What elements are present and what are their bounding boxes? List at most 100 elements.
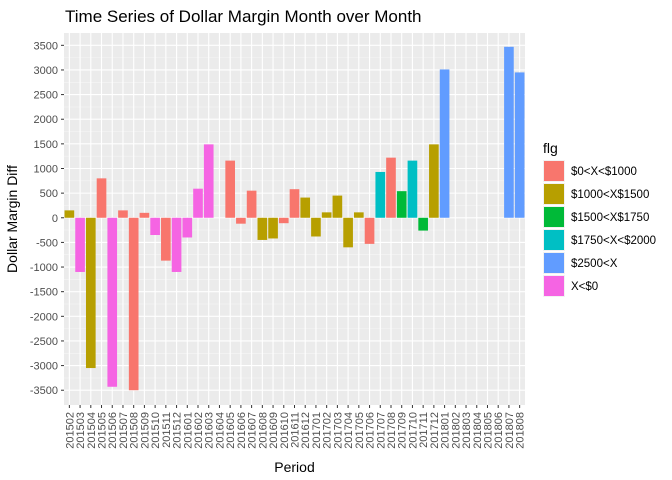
y-tick-label: -1500 bbox=[30, 287, 58, 299]
bar bbox=[246, 190, 257, 218]
legend-swatch bbox=[544, 207, 564, 227]
y-tick-label: -1000 bbox=[30, 262, 58, 274]
x-tick-label: 201611 bbox=[290, 412, 302, 448]
chart-title: Time Series of Dollar Margin Month over … bbox=[65, 7, 422, 26]
bar bbox=[257, 217, 268, 240]
y-tick-label: 3000 bbox=[34, 65, 58, 77]
x-axis-title: Period bbox=[274, 459, 314, 475]
y-tick-label: -3000 bbox=[30, 361, 58, 373]
x-tick-label: 201804 bbox=[472, 412, 484, 449]
legend-label: $1750<X<$2000 bbox=[571, 235, 656, 247]
x-tick-label: 201604 bbox=[214, 412, 226, 449]
bar bbox=[150, 217, 160, 236]
x-tick-label: 201607 bbox=[247, 412, 259, 449]
x-tick-label: 201802 bbox=[450, 412, 462, 449]
legend-label: $1000<X$1500 bbox=[571, 189, 649, 201]
bar bbox=[321, 212, 332, 218]
legend-swatch bbox=[544, 230, 564, 250]
bar bbox=[161, 217, 171, 261]
x-tick-label: 201606 bbox=[236, 412, 248, 449]
y-tick-label: 2500 bbox=[34, 90, 58, 102]
x-tick-label: 201801 bbox=[440, 412, 452, 449]
x-tick-label: 201803 bbox=[461, 412, 473, 449]
legend-swatch bbox=[544, 276, 564, 296]
bar bbox=[85, 217, 96, 369]
x-tick-label: 201506 bbox=[107, 412, 119, 449]
legend-swatch bbox=[544, 253, 564, 273]
x-tick-label: 201509 bbox=[139, 412, 151, 449]
legend-label: $2500<X bbox=[571, 258, 618, 270]
bar bbox=[118, 210, 128, 218]
bar bbox=[300, 197, 311, 218]
x-tick-label: 201708 bbox=[386, 412, 398, 449]
y-tick-label: 500 bbox=[40, 188, 58, 200]
bar bbox=[182, 217, 193, 238]
bar bbox=[311, 217, 321, 237]
bar bbox=[343, 217, 353, 248]
legend: flg $0<X<$1000 $1000<X$1500 $1500<X$1750 $1… bbox=[543, 140, 656, 297]
bar bbox=[354, 212, 364, 218]
legend-title: flg bbox=[543, 140, 558, 156]
x-tick-label: 201702 bbox=[322, 412, 334, 449]
x-tick-label: 201507 bbox=[118, 412, 130, 449]
x-tick-label: 201705 bbox=[354, 412, 366, 449]
x-tick-label: 201602 bbox=[193, 412, 205, 449]
y-tick-label: 2000 bbox=[34, 114, 58, 126]
x-tick-label: 201711 bbox=[418, 412, 430, 448]
bar bbox=[128, 217, 139, 391]
x-tick-label: 201503 bbox=[75, 412, 87, 449]
y-tick-label: -500 bbox=[36, 237, 58, 249]
y-tick-label: 1500 bbox=[34, 139, 58, 151]
x-tick-label: 201709 bbox=[397, 412, 409, 449]
bar bbox=[278, 217, 289, 224]
x-tick-label: 201608 bbox=[257, 412, 269, 449]
bar bbox=[75, 217, 85, 272]
bar bbox=[289, 189, 300, 218]
x-tick-label: 201510 bbox=[150, 412, 162, 449]
x-tick-label: 201512 bbox=[172, 412, 184, 449]
y-tick-label: 1000 bbox=[34, 163, 58, 175]
bar bbox=[407, 160, 418, 218]
x-tick-label: 201710 bbox=[407, 412, 419, 449]
x-axis-ticks: 2015022015032015042015052015062015072015… bbox=[64, 405, 527, 449]
x-tick-label: 201610 bbox=[279, 412, 291, 449]
x-tick-label: 201502 bbox=[64, 412, 76, 449]
x-tick-label: 201701 bbox=[311, 412, 323, 449]
x-tick-label: 201609 bbox=[268, 412, 280, 449]
y-axis-title: Dollar Margin Diff bbox=[4, 165, 20, 273]
bar bbox=[439, 69, 450, 218]
x-tick-label: 201707 bbox=[375, 412, 387, 449]
bar bbox=[193, 188, 203, 218]
bar bbox=[396, 191, 407, 218]
bar bbox=[514, 72, 525, 218]
y-tick-label: -2500 bbox=[30, 336, 58, 348]
bar bbox=[64, 210, 75, 218]
y-tick-label: 0 bbox=[52, 213, 58, 225]
x-tick-label: 201806 bbox=[493, 412, 505, 449]
y-tick-label: -2000 bbox=[30, 311, 58, 323]
bar bbox=[268, 217, 278, 239]
x-tick-label: 201505 bbox=[97, 412, 109, 449]
bar bbox=[139, 212, 150, 218]
bar bbox=[96, 178, 107, 218]
x-tick-label: 201601 bbox=[182, 412, 194, 449]
bar bbox=[236, 217, 246, 224]
bar bbox=[225, 160, 235, 218]
x-tick-label: 201703 bbox=[332, 412, 344, 449]
bar bbox=[386, 157, 396, 218]
x-tick-label: 201605 bbox=[225, 412, 237, 449]
bar bbox=[107, 217, 118, 387]
bar bbox=[418, 217, 428, 231]
x-tick-label: 201805 bbox=[482, 412, 494, 449]
y-tick-label: -3500 bbox=[30, 385, 58, 397]
legend-label: $1500<X$1750 bbox=[571, 212, 649, 224]
bar bbox=[364, 217, 375, 244]
bar bbox=[504, 46, 514, 218]
x-tick-label: 201511 bbox=[161, 412, 173, 448]
bar bbox=[375, 171, 386, 218]
x-tick-label: 201508 bbox=[129, 412, 141, 449]
legend-label: $0<X<$1000 bbox=[571, 166, 637, 178]
bars bbox=[64, 46, 525, 391]
x-tick-label: 201603 bbox=[204, 412, 216, 449]
